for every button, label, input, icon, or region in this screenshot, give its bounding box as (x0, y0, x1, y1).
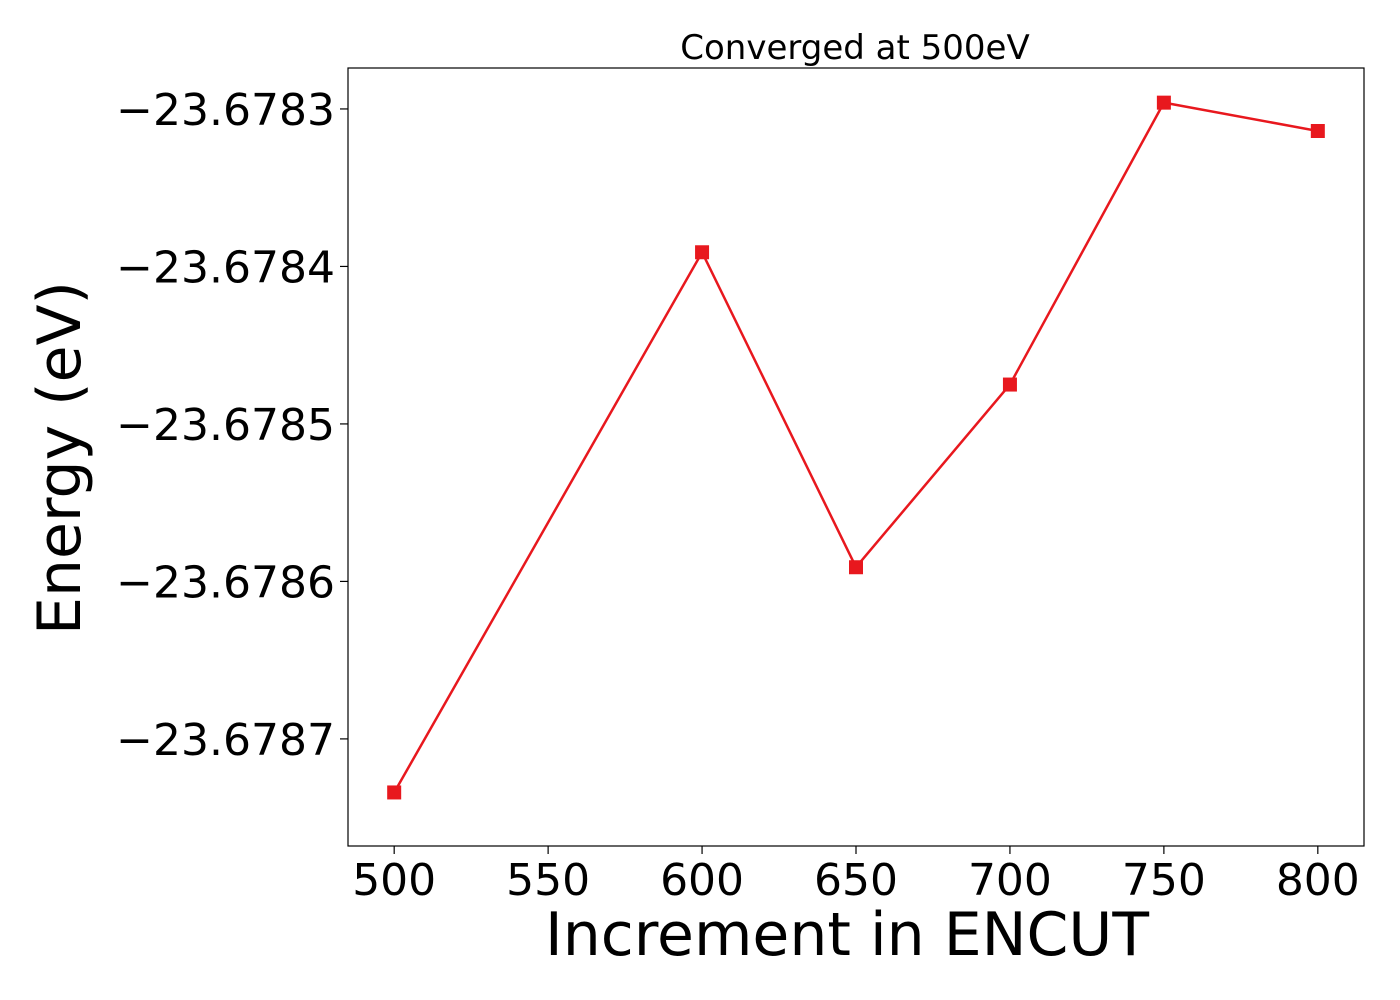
y-tick-label: −23.6787 (116, 715, 335, 766)
data-point-marker (849, 560, 863, 575)
x-tick-label: 650 (814, 855, 898, 906)
x-tick-label: 500 (352, 855, 436, 906)
x-tick-label: 550 (506, 855, 590, 906)
x-axis-ticks: 500 550 600 650 700 750 800 (352, 846, 1360, 906)
y-axis-ticks: −23.6783 −23.6784 −23.6785 −23.6786 −23.6787 (116, 85, 348, 766)
y-tick-label: −23.6786 (116, 557, 335, 608)
data-point-marker (387, 785, 402, 800)
data-point-marker (1310, 123, 1325, 138)
chart-title: Converged at 500eV (680, 28, 1029, 68)
data-point-marker (695, 245, 710, 260)
y-tick-label: −23.6785 (116, 400, 335, 451)
x-axis-label: Increment in ENCUT (545, 900, 1149, 970)
series-line (393, 101, 1319, 794)
data-point-marker (1156, 95, 1171, 110)
x-tick-label: 600 (660, 855, 744, 906)
x-tick-label: 700 (968, 855, 1052, 906)
y-tick-label: −23.6784 (116, 242, 335, 293)
y-tick-label: −23.6783 (116, 85, 335, 136)
series-layer (387, 95, 1325, 800)
data-point-marker (1002, 377, 1017, 392)
x-tick-label: 750 (1122, 855, 1206, 906)
y-axis-label: Energy (eV) (25, 281, 95, 635)
x-tick-label: 800 (1276, 855, 1360, 906)
